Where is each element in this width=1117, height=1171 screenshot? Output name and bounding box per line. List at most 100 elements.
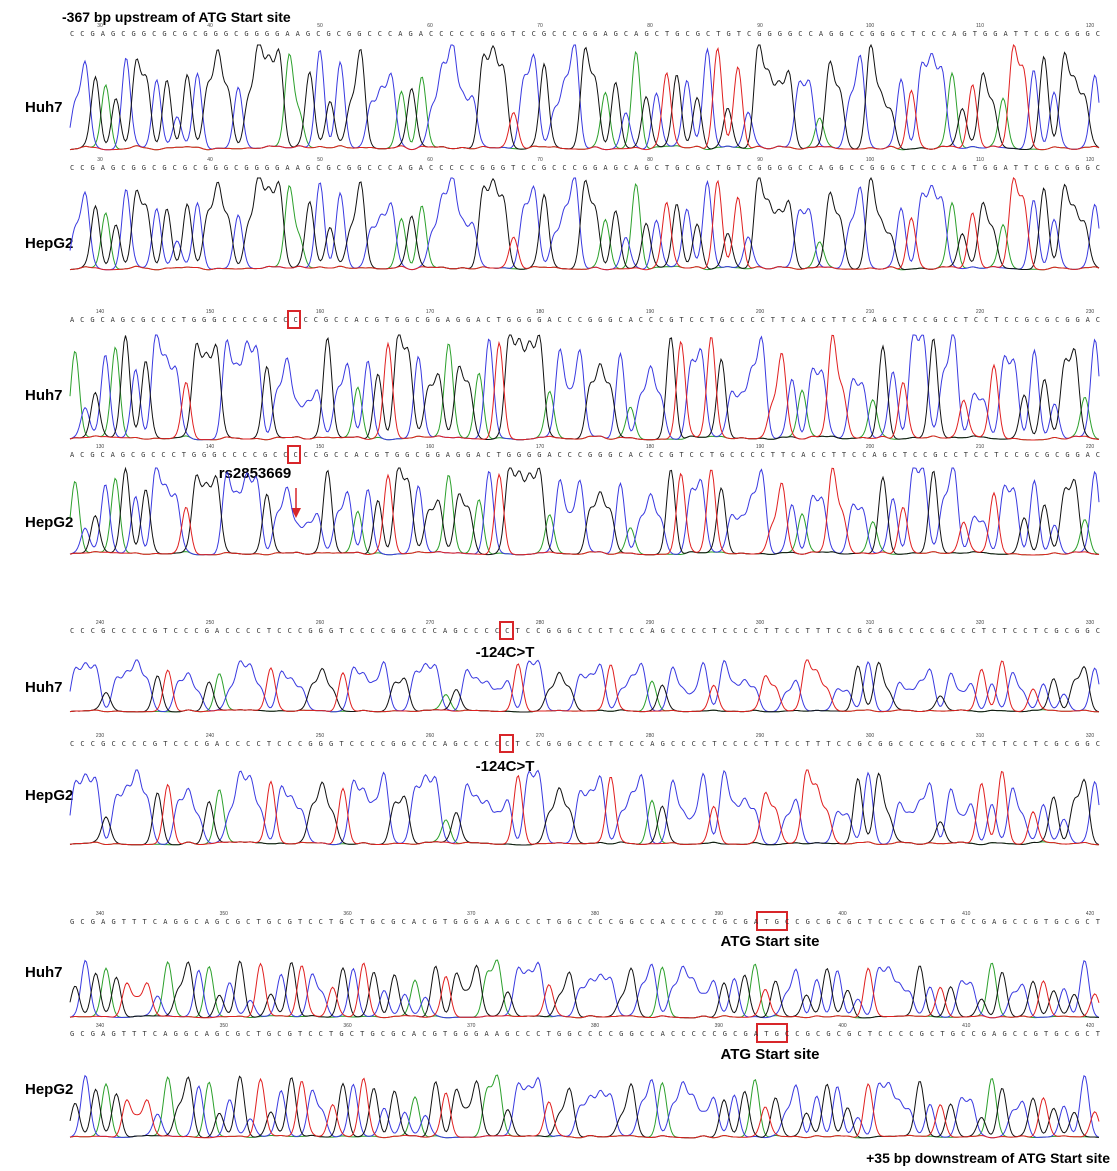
position-number: 290: [756, 733, 765, 739]
footer: +35 bp downstream of ATG Start site: [866, 1150, 1110, 1166]
position-number: 80: [647, 23, 653, 29]
position-number: 410: [962, 911, 971, 917]
base-sequence: GCGAGTTTCAGGCAGCGCTGCGTCCTGCTGCGCACGTGGG…: [70, 918, 1101, 926]
position-number: 320: [976, 620, 985, 626]
position-number: 90: [757, 157, 763, 163]
base-sequence: CCCGCCCCGTCCCGACCCCTCCCGGGTCCCCGGCCCAGCC…: [70, 740, 1100, 748]
position-number: 360: [343, 1023, 352, 1029]
position-number: 140: [206, 444, 215, 450]
position-number: 270: [536, 733, 545, 739]
position-number: 250: [316, 733, 325, 739]
position-number: 410: [962, 1023, 971, 1029]
position-number: 360: [343, 911, 352, 917]
track-label: HepG2: [25, 1081, 73, 1098]
trace: [70, 660, 1099, 712]
annotation: ATG Start site: [721, 1046, 820, 1063]
position-number: 380: [591, 1023, 600, 1029]
position-number: 30: [97, 157, 103, 163]
trace: [70, 963, 1099, 1018]
track-label: Huh7: [25, 99, 63, 116]
position-number: 60: [427, 23, 433, 29]
position-number: 140: [96, 309, 105, 315]
trace: [70, 662, 1099, 712]
position-number: 350: [220, 1023, 229, 1029]
trace: [70, 961, 1099, 1018]
position-number: 260: [426, 733, 435, 739]
position-number: 130: [96, 444, 105, 450]
position-number: 50: [317, 157, 323, 163]
position-number: 310: [976, 733, 985, 739]
position-number: 190: [756, 444, 765, 450]
position-number: 340: [96, 1023, 105, 1029]
trace: [70, 45, 1099, 150]
position-number: 290: [646, 620, 655, 626]
trace: [70, 1076, 1099, 1138]
trace: [70, 184, 1099, 270]
position-number: 110: [976, 23, 984, 29]
position-number: 170: [536, 444, 545, 450]
position-number: 390: [715, 911, 724, 917]
trace: [70, 773, 1099, 845]
track-label: Huh7: [25, 964, 63, 981]
position-number: 30: [97, 23, 103, 29]
base-sequence: GCGAGTTTCAGGCAGCGCTGCGTCCTGCTGCGCACGTGGG…: [70, 1030, 1101, 1038]
position-number: 370: [467, 1023, 476, 1029]
position-number: 60: [427, 157, 433, 163]
position-number: 70: [537, 157, 543, 163]
figure: -367 bp upstream of ATG Start site +35 b…: [0, 0, 1117, 1171]
position-number: 420: [1086, 1023, 1095, 1029]
trace: [70, 1075, 1099, 1138]
position-number: 280: [536, 620, 545, 626]
position-number: 400: [838, 911, 847, 917]
highlight-box: [757, 1024, 787, 1042]
position-number: 180: [646, 444, 655, 450]
position-number: 200: [756, 309, 765, 315]
position-number: 340: [96, 911, 105, 917]
base-sequence: CCGAGCGGCGCGCGGGCGGGGAAGCGCGGCCCAGACCCCC…: [70, 30, 1100, 38]
track-label: Huh7: [25, 679, 63, 696]
position-number: 110: [976, 157, 984, 163]
trace: [70, 52, 1099, 150]
track-label: HepG2: [25, 235, 73, 252]
position-number: 50: [317, 23, 323, 29]
annotation: -124C>T: [476, 758, 535, 775]
trace: [70, 770, 1099, 845]
base-sequence: ACGCAGCGCCCTGGGCCCCGCCCCCGCCACGTGGCGGAGG…: [70, 316, 1100, 324]
position-number: 280: [646, 733, 655, 739]
annotation: ATG Start site: [721, 933, 820, 950]
trace: [70, 961, 1099, 1018]
trace: [70, 960, 1099, 1018]
position-number: 160: [426, 444, 435, 450]
position-number: 120: [1086, 23, 1095, 29]
position-number: 310: [866, 620, 875, 626]
position-number: 240: [96, 620, 105, 626]
trace: [70, 178, 1099, 270]
position-number: 420: [1086, 911, 1095, 917]
position-number: 370: [467, 911, 476, 917]
position-number: 240: [206, 733, 215, 739]
position-number: 390: [715, 1023, 724, 1029]
base-sequence: CCGAGCGGCGCGCGGGCGGGGAAGCGCGGCCCAGACCCCC…: [70, 164, 1100, 172]
position-number: 40: [207, 23, 213, 29]
position-number: 200: [866, 444, 875, 450]
position-number: 300: [866, 733, 875, 739]
track-label: Huh7: [25, 387, 63, 404]
position-number: 190: [646, 309, 655, 315]
track-label: HepG2: [25, 787, 73, 804]
position-number: 150: [316, 444, 325, 450]
base-sequence: ACGCAGCGCCCTGGGCCCCGCCCCCGCCACGTGGCGGAGG…: [70, 451, 1100, 459]
position-number: 100: [866, 23, 875, 29]
position-number: 220: [976, 309, 985, 315]
position-number: 210: [866, 309, 875, 315]
position-number: 170: [426, 309, 435, 315]
trace: [70, 45, 1099, 150]
position-number: 160: [316, 309, 325, 315]
position-number: 350: [220, 911, 229, 917]
position-number: 80: [647, 157, 653, 163]
trace: [70, 45, 1099, 150]
position-number: 100: [866, 157, 875, 163]
position-number: 120: [1086, 157, 1095, 163]
position-number: 270: [426, 620, 435, 626]
position-number: 210: [976, 444, 985, 450]
position-number: 70: [537, 23, 543, 29]
